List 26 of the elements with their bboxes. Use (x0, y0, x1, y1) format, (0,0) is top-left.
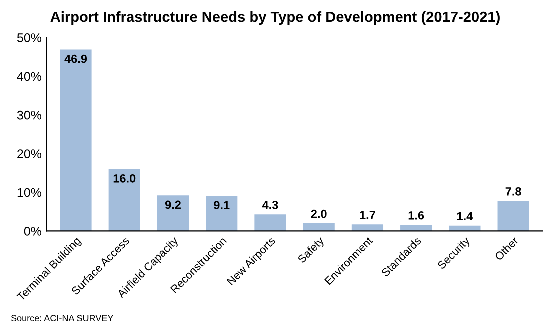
y-tick-label: 20% (18, 150, 42, 158)
bar (254, 214, 286, 232)
y-tick-label: 30% (17, 110, 42, 120)
bar (157, 196, 190, 232)
bar (498, 201, 530, 232)
bar (303, 224, 335, 232)
data-label: 1.7 (360, 211, 376, 220)
bar (60, 50, 92, 232)
source-note: Source: ACI-NA SURVEY (11, 315, 114, 322)
data-label: 4.3 (262, 201, 278, 210)
data-label: 16.0 (114, 174, 136, 183)
data-label: 9.2 (165, 200, 181, 210)
y-tick-label: 50% (17, 34, 42, 42)
data-label: 7.8 (506, 187, 522, 196)
data-label: 1.4 (457, 212, 474, 220)
chart-title: Airport Infrastructure Needs by Type of Development (2017-2021) (50, 11, 500, 26)
bar (108, 169, 140, 232)
y-tick-label: 10% (18, 188, 42, 198)
data-label: 2.0 (311, 210, 327, 218)
y-tick-label: 40% (17, 72, 42, 82)
data-label: 46.9 (64, 54, 88, 64)
data-label: 1.6 (408, 211, 424, 220)
data-label: 9.1 (214, 201, 230, 210)
bar (352, 224, 384, 232)
y-tick-label: 0% (24, 227, 42, 236)
bar (206, 196, 238, 232)
